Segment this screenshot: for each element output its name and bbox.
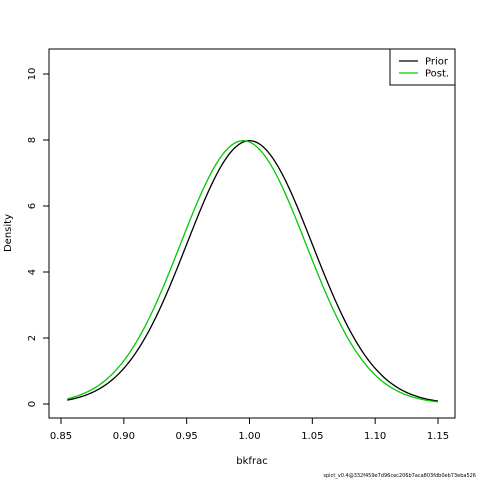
y-tick-label: 4 [27,269,38,275]
x-tick-label: 0.85 [50,431,72,442]
curves-layer [67,140,439,403]
y-tick-label: 8 [27,137,38,143]
series-line-prior [67,140,439,402]
x-tick-label: 1.15 [427,431,449,442]
x-tick-label: 0.90 [113,431,135,442]
footer-version-text: spict_v0.4@332f459e7d96cec206b7aca803fdb… [323,473,476,479]
legend-label: Post. [425,69,449,80]
series-line-post [67,140,439,403]
x-tick-label: 1.05 [301,431,323,442]
legend-label: Prior [425,57,449,68]
y-axis-title: Density [3,214,14,252]
y-tick-label: 6 [27,203,38,209]
x-tick-label: 1.10 [364,431,386,442]
y-tick-label: 0 [27,401,38,407]
x-axis-title: bkfrac [236,456,267,467]
y-axis: 0 2 4 6 8 10 [27,68,50,407]
x-axis: 0.85 0.90 0.95 1.00 1.05 1.10 1.15 [50,417,449,442]
plot-frame [48,48,456,419]
y-tick-label: 10 [27,68,38,81]
legend-box [389,48,456,86]
x-tick-label: 0.95 [176,431,198,442]
x-tick-label: 1.00 [238,431,260,442]
y-tick-label: 2 [27,335,38,341]
